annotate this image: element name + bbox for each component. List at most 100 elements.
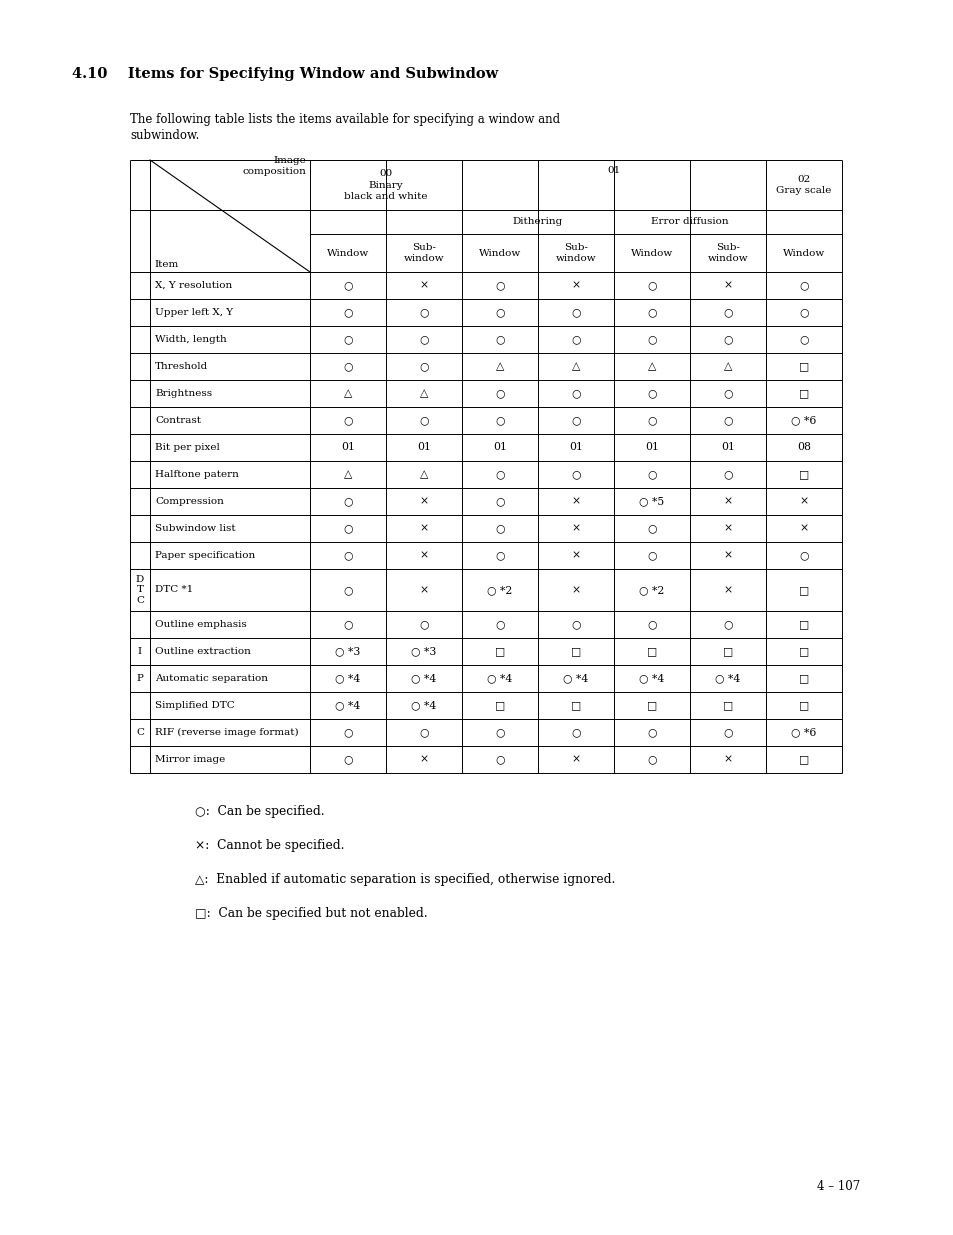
Text: 01: 01 (340, 442, 355, 452)
Text: RIF (reverse image format): RIF (reverse image format) (154, 727, 298, 737)
Text: ×: × (799, 524, 808, 534)
Text: Bit per pixel: Bit per pixel (154, 443, 219, 452)
Text: △: △ (647, 362, 656, 372)
Text: ×: × (571, 585, 580, 595)
Text: ○ *2: ○ *2 (487, 585, 512, 595)
Text: ○: ○ (571, 469, 580, 479)
Text: ×: × (722, 280, 732, 290)
Text: ○: ○ (495, 551, 504, 561)
Text: Window: Window (478, 248, 520, 258)
Text: ○: ○ (646, 308, 656, 317)
Text: ×: × (722, 496, 732, 506)
Text: P: P (136, 674, 143, 683)
Text: 01: 01 (568, 442, 582, 452)
Text: Automatic separation: Automatic separation (154, 674, 268, 683)
Text: ○: ○ (722, 469, 732, 479)
Text: ○: ○ (799, 551, 808, 561)
Text: ○: ○ (495, 524, 504, 534)
Text: ○: ○ (571, 415, 580, 426)
Text: ×: × (571, 755, 580, 764)
Text: △: △ (419, 389, 428, 399)
Text: ○: ○ (418, 335, 428, 345)
Text: C: C (136, 727, 144, 737)
Text: ○ *4: ○ *4 (715, 673, 740, 683)
Text: ○ *5: ○ *5 (639, 496, 664, 506)
Text: ×: × (571, 524, 580, 534)
Text: ○: ○ (799, 308, 808, 317)
Text: ○: ○ (343, 620, 353, 630)
Text: ○: ○ (343, 280, 353, 290)
Text: D
T
C: D T C (135, 576, 144, 605)
Text: ○: ○ (646, 620, 656, 630)
Text: Image
composition: Image composition (242, 156, 306, 177)
Text: ○ *4: ○ *4 (563, 673, 588, 683)
Text: □: □ (798, 700, 808, 710)
Text: ○ *4: ○ *4 (487, 673, 512, 683)
Text: Width, length: Width, length (154, 335, 227, 345)
Text: ○: ○ (646, 335, 656, 345)
Text: △: △ (343, 389, 352, 399)
Text: I: I (138, 647, 142, 656)
Text: 01: 01 (720, 442, 734, 452)
Text: Item: Item (153, 261, 178, 269)
Text: ×: × (722, 551, 732, 561)
Text: □: □ (798, 389, 808, 399)
Text: ○: ○ (646, 727, 656, 737)
Text: ○: ○ (343, 585, 353, 595)
Text: Error diffusion: Error diffusion (651, 217, 728, 226)
Text: ×: × (722, 755, 732, 764)
Text: ○: ○ (571, 727, 580, 737)
Text: Dithering: Dithering (513, 217, 562, 226)
Text: □: □ (722, 646, 732, 657)
Text: ○: ○ (418, 620, 428, 630)
Text: Halftone patern: Halftone patern (154, 471, 238, 479)
Text: ○: ○ (418, 362, 428, 372)
Text: △: △ (496, 362, 503, 372)
Text: ×: × (419, 524, 428, 534)
Text: □: □ (798, 469, 808, 479)
Text: ×: × (722, 524, 732, 534)
Text: ○: ○ (646, 755, 656, 764)
Text: □: □ (495, 700, 504, 710)
Text: ×: × (799, 496, 808, 506)
Text: ×: × (571, 551, 580, 561)
Text: ○: ○ (646, 551, 656, 561)
Text: ○: ○ (495, 496, 504, 506)
Text: Outline emphasis: Outline emphasis (154, 620, 247, 629)
Text: □: □ (798, 362, 808, 372)
Text: ○: ○ (495, 469, 504, 479)
Text: Contrast: Contrast (154, 416, 201, 425)
Text: 01: 01 (416, 442, 431, 452)
Text: Paper specification: Paper specification (154, 551, 255, 559)
Text: ○: ○ (571, 308, 580, 317)
Text: ○: ○ (722, 308, 732, 317)
Text: Threshold: Threshold (154, 362, 208, 370)
Text: ○: ○ (646, 469, 656, 479)
Text: □: □ (570, 700, 580, 710)
Text: ○: ○ (495, 335, 504, 345)
Text: Sub-
window: Sub- window (707, 243, 747, 263)
Text: ○: ○ (495, 415, 504, 426)
Text: ○: ○ (571, 335, 580, 345)
Text: ○: ○ (343, 362, 353, 372)
Text: Compression: Compression (154, 496, 224, 506)
Text: △: △ (723, 362, 731, 372)
Text: ○: ○ (646, 389, 656, 399)
Text: ○ *4: ○ *4 (639, 673, 664, 683)
Text: □: □ (798, 646, 808, 657)
Text: △: △ (343, 469, 352, 479)
Text: ○ *4: ○ *4 (335, 673, 360, 683)
Text: The following table lists the items available for specifying a window and: The following table lists the items avai… (130, 112, 559, 126)
Text: ○: ○ (343, 727, 353, 737)
Text: ○: ○ (343, 335, 353, 345)
Text: ○ *4: ○ *4 (335, 700, 360, 710)
Text: □: □ (798, 620, 808, 630)
Text: □: □ (722, 700, 732, 710)
Text: X, Y resolution: X, Y resolution (154, 282, 232, 290)
Text: ×: × (722, 585, 732, 595)
Text: ○: ○ (418, 727, 428, 737)
Text: ○: ○ (646, 524, 656, 534)
Text: □: □ (646, 646, 657, 657)
Text: Outline extraction: Outline extraction (154, 647, 251, 656)
Text: △: △ (419, 469, 428, 479)
